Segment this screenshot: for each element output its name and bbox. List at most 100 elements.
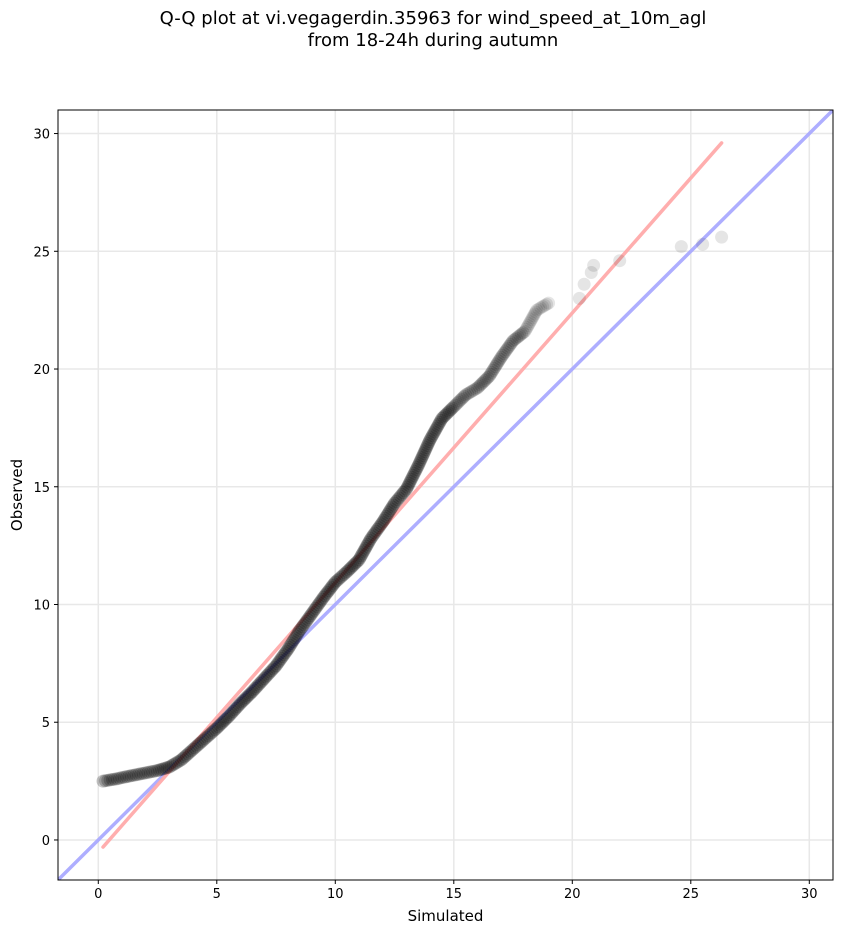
data-point [189,739,203,753]
data-point [398,484,412,498]
chart-title: Q-Q plot at vi.vegagerdin.35963 for wind… [159,8,707,29]
data-point [322,584,336,598]
data-point [501,341,515,355]
data-point [297,618,311,632]
data-point [407,466,421,480]
data-point [273,653,287,667]
y-tick-label: 15 [33,481,50,496]
x-tick-label: 15 [446,887,463,902]
data-point [395,487,409,501]
data-point [217,714,231,728]
data-point [356,545,370,559]
data-point [284,637,298,651]
data-point [393,489,407,503]
data-point [469,382,483,396]
data-point [198,732,212,746]
data-point [338,566,352,580]
data-point [373,519,387,533]
data-point [538,298,552,312]
data-point [465,384,479,398]
data-point [349,556,363,570]
data-point [323,582,337,596]
data-point [461,387,475,401]
data-point [295,620,309,634]
data-point [233,696,247,710]
data-point [225,706,239,720]
data-point [193,736,207,750]
data-point [335,569,349,583]
data-point [231,700,245,714]
data-point [307,603,321,617]
data-point [422,435,436,449]
data-point [674,240,688,254]
data-point [473,378,487,392]
axis-ticks: 0 5 10 15 20 25 30 0 5 10 15 20 25 30 [33,128,817,902]
data-point [274,651,288,665]
data-point [444,403,458,417]
data-point [352,553,366,567]
data-point [365,530,379,544]
data-point [353,551,367,565]
data-point [431,419,445,433]
data-point [515,327,529,341]
y-tick-label: 25 [33,245,50,260]
data-point [228,703,242,717]
data-point [136,766,150,780]
data-point [494,350,508,364]
data-point [419,441,433,455]
data-point [319,587,333,601]
data-point [286,635,300,649]
data-point [210,721,224,735]
data-point [409,462,423,476]
data-point [141,765,155,779]
data-point [587,258,601,272]
data-point [164,759,178,773]
data-point [451,395,465,409]
data-point [454,392,468,406]
data-point [298,616,312,630]
data-point [485,365,499,379]
data-point [358,541,372,555]
data-point [412,457,426,471]
data-point [124,769,138,783]
data-point [223,708,237,722]
data-point [213,718,227,732]
data-point [386,498,400,512]
data-point [447,400,461,414]
data-point [115,771,129,785]
data-point [426,427,440,441]
data-point [106,773,120,787]
data-point [188,741,202,755]
data-point [423,433,437,447]
data-point [370,522,384,536]
data-point [508,332,522,346]
data-point [248,681,262,695]
data-point [392,491,406,505]
data-point [521,319,535,333]
data-point [276,650,290,664]
data-point [310,600,324,614]
data-point [239,691,253,705]
data-point [98,774,112,788]
x-tick-label: 20 [564,887,581,902]
data-point [584,265,598,279]
data-point [528,307,542,321]
grid [58,110,833,880]
data-point [577,277,591,291]
data-point [348,557,362,571]
data-point [436,410,450,424]
x-tick-label: 5 [213,887,221,902]
data-point [280,644,294,658]
data-point [222,709,236,723]
data-point [487,362,501,376]
data-point [572,291,586,305]
data-point [382,506,396,520]
data-point [160,761,174,775]
data-point [153,763,167,777]
data-point [534,301,548,315]
data-point [315,592,329,606]
data-point [256,673,270,687]
data-point [253,677,267,691]
y-tick-label: 30 [33,128,50,143]
data-point [540,297,554,311]
